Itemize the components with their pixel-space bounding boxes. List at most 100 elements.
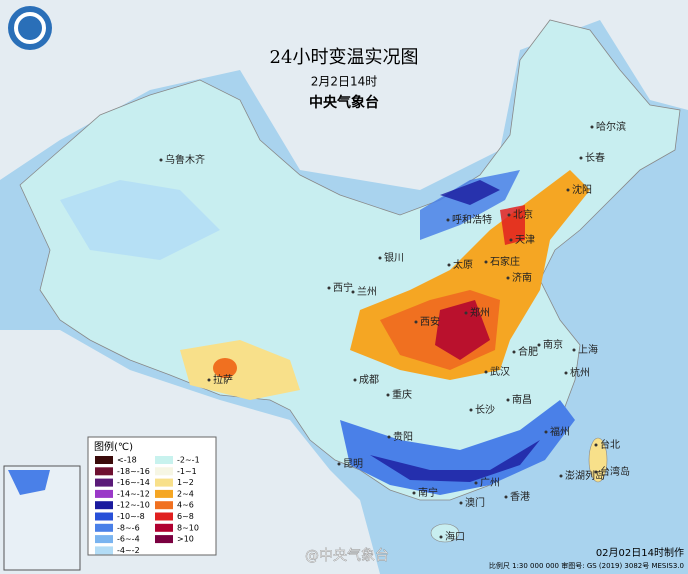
legend-label: -2~-1: [177, 456, 200, 465]
city-dot: [378, 256, 382, 260]
city-label: 呼和浩特: [452, 214, 492, 226]
city-label: 石家庄: [490, 255, 520, 268]
city-dot: [484, 260, 488, 264]
city-dot: [469, 408, 473, 412]
city-label: 武汉: [490, 365, 510, 378]
temp-area: [180, 340, 300, 400]
city-label: 南昌: [512, 393, 532, 406]
legend-swatch: [95, 546, 113, 555]
city-dot: [159, 158, 163, 162]
legend-swatch: [155, 535, 173, 544]
legend-swatch: [95, 478, 113, 487]
legend-swatch: [95, 523, 113, 532]
city-label: 长沙: [475, 404, 495, 416]
city-dot: [351, 290, 355, 294]
city-dot: [537, 343, 541, 347]
temp-area: [370, 440, 540, 482]
city-label: 海口: [445, 530, 465, 543]
legend-label: 8~10: [177, 523, 199, 532]
temp-area: [500, 205, 525, 245]
subtitle: 2月2日14时: [311, 75, 378, 89]
city-dot: [412, 491, 416, 495]
city-label: 南宁: [418, 486, 438, 499]
city-dot: [504, 495, 508, 499]
city-label: 济南: [512, 271, 532, 284]
city-dot: [474, 481, 478, 485]
legend-swatch: [95, 501, 113, 510]
legend-swatch: [95, 456, 113, 464]
city-dot: [512, 350, 516, 354]
legend-label: -18~-16: [117, 467, 150, 476]
city-dot: [566, 188, 570, 192]
watermark: @中央气象台: [305, 548, 389, 564]
city-label: 杭州: [570, 366, 590, 379]
city-label: 银川: [384, 251, 404, 264]
legend-label: 2~4: [177, 489, 194, 498]
hainan: [430, 523, 460, 543]
city-label: 澳门: [465, 496, 485, 509]
logo: [14, 12, 46, 44]
city-dot: [387, 435, 391, 439]
agency: 中央气象台: [309, 94, 379, 111]
legend-swatch: [95, 512, 113, 521]
city-dot: [459, 501, 463, 505]
city-dot: [564, 371, 568, 375]
city-dot: [446, 218, 450, 222]
legend-swatch: [155, 501, 173, 510]
city-label: 福州: [550, 425, 570, 438]
city-label: 澎湖列岛: [565, 469, 605, 482]
legend-swatch: [155, 489, 173, 498]
city-dot: [572, 348, 576, 352]
legend-label: -6~-4: [117, 535, 140, 544]
city-dot: [327, 286, 331, 290]
taiwan: [588, 437, 608, 483]
legend-swatch: [95, 489, 113, 498]
legend-label: -14~-12: [117, 489, 150, 498]
city-dot: [559, 474, 563, 478]
city-label: 香港: [510, 491, 530, 503]
legend-swatch: [95, 535, 113, 544]
inset-area: [8, 470, 50, 495]
city-label: 天津: [515, 234, 535, 246]
made-time: 02月02日14时制作: [596, 546, 684, 559]
city-dot: [506, 276, 510, 280]
city-dot: [414, 320, 418, 324]
legend-label: -1~1: [177, 467, 197, 476]
city-dot: [484, 370, 488, 374]
legend-label: -16~-14: [117, 478, 150, 487]
city-dot: [439, 535, 443, 539]
city-label: 成都: [359, 374, 379, 386]
city-label: 台北: [600, 438, 620, 451]
city-label: 拉萨: [213, 373, 233, 386]
city-dot: [594, 470, 598, 474]
neighbor-land: [0, 0, 688, 190]
legend-label: >10: [177, 535, 194, 544]
legend-label: 6~8: [177, 512, 194, 521]
city-dot: [590, 125, 594, 129]
city-label: 北京: [513, 208, 533, 221]
city-label: 兰州: [357, 285, 377, 298]
city-dot: [353, 378, 357, 382]
legend-title: 图例(℃): [94, 440, 133, 453]
city-label: 重庆: [392, 388, 412, 401]
legend-swatch: [95, 467, 113, 476]
city-label: 郑州: [470, 306, 490, 319]
city-label: 西宁: [333, 281, 353, 294]
city-label: 沈阳: [572, 183, 592, 196]
city-label: 广州: [480, 477, 500, 489]
city-label: 乌鲁木齐: [165, 153, 205, 166]
temp-area: [440, 180, 500, 205]
legend-swatch: [155, 478, 173, 487]
legend-label: 4~6: [177, 501, 194, 510]
city-dot: [507, 213, 511, 217]
legend-swatch: [155, 467, 173, 476]
temp-area: [213, 358, 237, 378]
legend-swatch: [155, 523, 173, 532]
city-label: 上海: [578, 343, 598, 356]
city-label: 贵阳: [393, 430, 413, 443]
city-label: 合肥: [518, 345, 538, 358]
city-label: 台湾岛: [600, 465, 630, 478]
city-dot: [506, 398, 510, 402]
legend-label: <-18: [117, 456, 137, 465]
